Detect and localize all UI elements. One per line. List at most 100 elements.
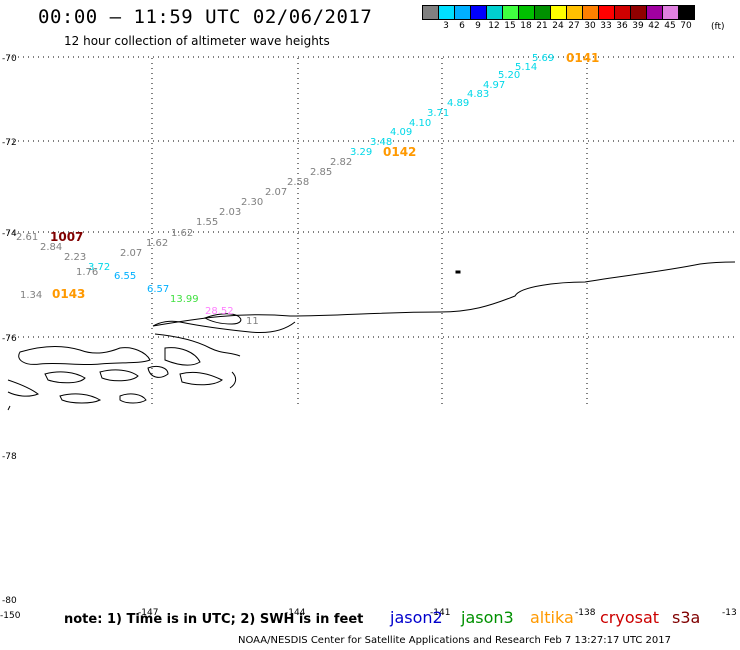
island-outline [455, 270, 461, 274]
satellite-legend-altika: altika [530, 608, 574, 627]
color-scale-label: 45 [664, 21, 676, 31]
color-scale-label: 36 [616, 21, 628, 31]
wave-height-label: 5.14 [515, 62, 537, 73]
wave-height-label: 4.83 [467, 89, 489, 100]
color-scale-label: 6 [459, 21, 465, 31]
wave-height-label: 11 [246, 316, 259, 327]
latitude-labels: -70 -72 -74 -76 -78 -80 [2, 54, 17, 606]
wave-height-label: 2.84 [40, 242, 62, 253]
island-outline [229, 371, 237, 389]
color-scale-label: 24 [552, 21, 564, 31]
lon-label: -147 [138, 608, 158, 618]
island-outline [147, 365, 169, 378]
color-scale-label: 33 [600, 21, 612, 31]
island-outline [119, 393, 147, 404]
lat-label: -70 [2, 54, 17, 64]
wave-height-label: 4.89 [447, 98, 469, 109]
color-scale-label: 39 [632, 21, 644, 31]
wave-height-label: 1.62 [146, 238, 168, 249]
wave-height-label: 2.61 [16, 232, 38, 243]
color-scale-label: 3 [443, 21, 449, 31]
color-scale-legend: 3 6 9 12 15 18 21 24 27 30 33 36 39 42 45 70 [422, 5, 695, 32]
color-scale-label: 42 [648, 21, 660, 31]
color-scale-label: 15 [504, 21, 516, 31]
wave-height-label: 4.09 [390, 127, 412, 138]
color-scale-labels: 3 6 9 12 15 18 21 24 27 30 33 36 39 42 45 70 [422, 20, 694, 32]
wave-height-points: 5.695.145.204.974.834.893.714.104.093.48… [16, 51, 599, 327]
wave-height-label: 3.72 [88, 262, 110, 273]
satellite-legend-s3a: s3a [672, 608, 701, 627]
wave-height-label: 2.23 [64, 252, 86, 263]
wave-height-label: 4.97 [483, 80, 505, 91]
wave-height-label: 28.52 [205, 306, 234, 317]
satellite-legend-jason3: jason3 [461, 608, 514, 627]
lat-label: -78 [2, 452, 17, 462]
pass-time-label: 0143 [52, 287, 85, 301]
wave-height-label: 6.55 [114, 271, 136, 282]
footer-credit: NOAA/NESDIS Center for Satellite Applica… [238, 635, 671, 646]
wave-height-label: 2.85 [310, 167, 332, 178]
satellite-legend-jason2: jason2 [390, 608, 443, 627]
wave-height-label: 3.71 [427, 108, 449, 119]
lon-label: -144 [285, 608, 306, 618]
wave-height-label: 2.07 [265, 187, 287, 198]
longitude-labels: -150 -147 -144 -141 -138 -13 [0, 608, 737, 621]
wave-height-label: 1.34 [20, 290, 42, 301]
wave-height-label: 6.57 [147, 284, 169, 295]
color-scale-label: 30 [584, 21, 596, 31]
satellite-legend-cryosat: cryosat [600, 608, 660, 627]
lat-label: -72 [2, 138, 17, 148]
color-scale-label: 27 [568, 21, 580, 31]
color-scale-label: 70 [680, 21, 692, 31]
island-outline [18, 345, 151, 366]
ice-shelf-edge [152, 320, 296, 333]
wave-height-label: 4.10 [409, 118, 431, 129]
island-outline [203, 313, 242, 325]
coastline [7, 261, 736, 411]
wave-height-label: 3.29 [350, 147, 372, 158]
color-scale-label: 9 [475, 21, 481, 31]
lat-label: -76 [2, 334, 17, 344]
color-scale-swatches [422, 5, 695, 20]
wave-height-label: 2.82 [330, 157, 352, 168]
wave-height-label: 2.03 [219, 207, 241, 218]
map-title: 00:00 – 11:59 UTC 02/06/2017 [38, 6, 373, 28]
color-scale-label: 12 [488, 21, 500, 31]
lat-lon-grid [8, 56, 735, 405]
color-scale-label: 21 [536, 21, 548, 31]
wave-height-label: 5.20 [498, 70, 520, 81]
lat-label: -80 [2, 596, 17, 606]
pass-time-label: 0141 [566, 51, 599, 65]
pass-time-label: 1007 [50, 230, 83, 244]
island-outline [154, 333, 241, 357]
wave-height-label: 2.58 [287, 177, 309, 188]
wave-height-label: 2.07 [120, 248, 142, 259]
lat-label: -74 [2, 229, 17, 239]
island-outline [179, 371, 223, 386]
note-text: note: 1) Time is in UTC; 2) SWH is in fe… [64, 612, 364, 627]
island-outline [44, 371, 86, 384]
ice-shelf-edge [152, 261, 736, 327]
pass-time-label: 0142 [383, 145, 416, 159]
island-outline [99, 369, 139, 382]
wave-height-label: 3.48 [370, 137, 392, 148]
map-subtitle: 12 hour collection of altimeter wave hei… [64, 34, 330, 48]
wave-height-label: 5.69 [532, 53, 554, 64]
lon-label: -141 [430, 608, 450, 618]
lon-label: -13 [722, 608, 737, 618]
island-outline [7, 379, 40, 397]
wave-height-label: 1.76 [76, 267, 98, 278]
wave-height-label: 1.55 [196, 217, 218, 228]
color-scale-swatch [678, 5, 695, 20]
wave-height-label: 1.62 [171, 228, 193, 239]
color-scale-unit: (ft) [711, 22, 725, 32]
lon-label: -150 [0, 611, 21, 621]
wave-height-label: 13.99 [170, 294, 199, 305]
wave-height-label: 2.30 [241, 197, 263, 208]
island-outline [7, 405, 11, 411]
island-outline [164, 347, 201, 366]
color-scale-label: 18 [520, 21, 532, 31]
island-outline [59, 393, 102, 404]
lon-label: -138 [575, 608, 596, 618]
